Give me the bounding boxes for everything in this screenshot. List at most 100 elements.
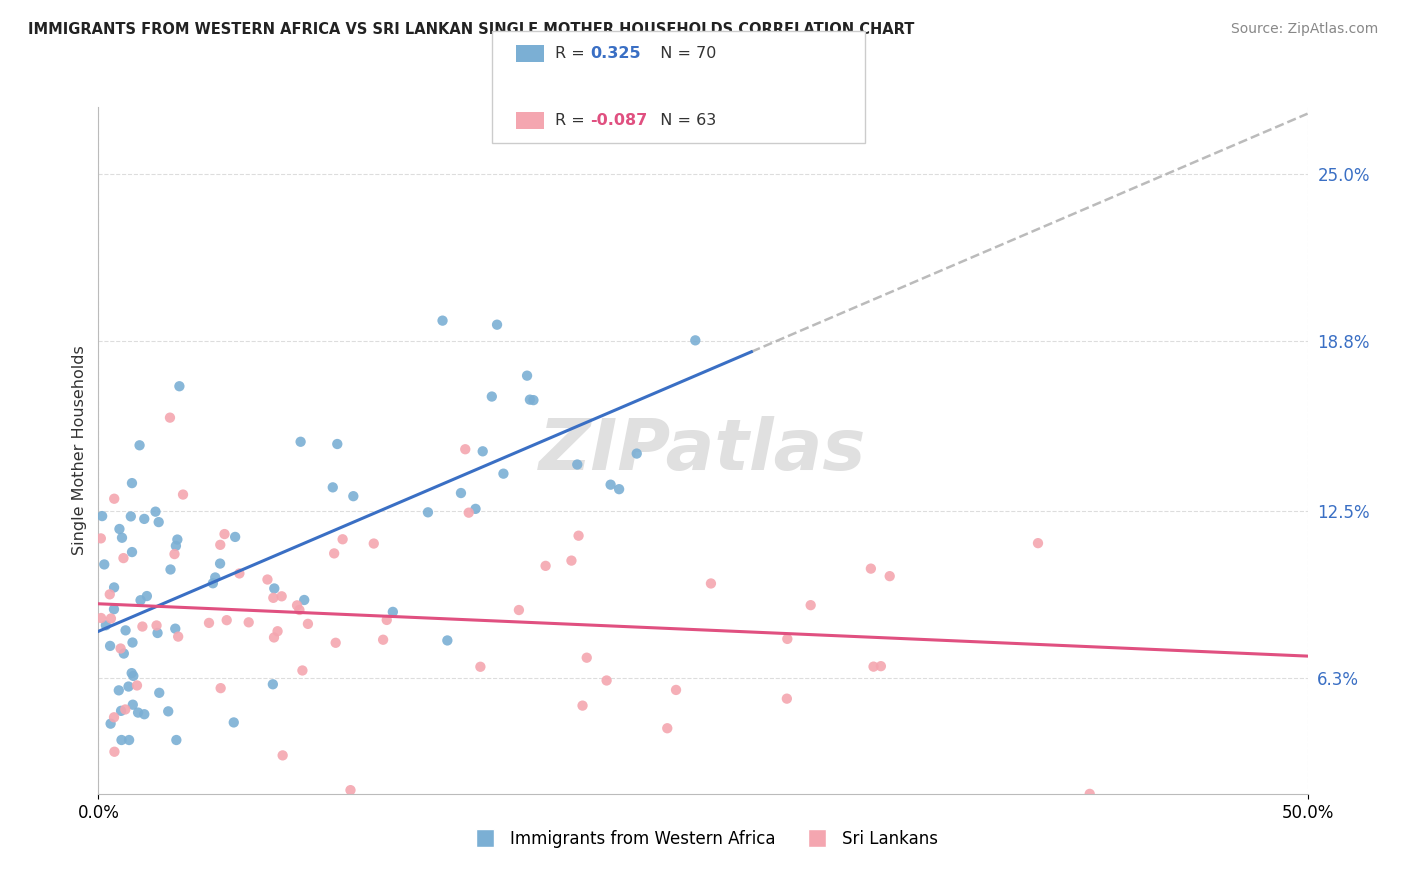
Point (165, 622, 187, 636)
Point (436, 633, 458, 648)
Point (471, 444, 494, 458)
Point (568, 529, 591, 543)
Point (432, 313, 454, 327)
Point (322, 480, 344, 494)
Text: N = 70: N = 70 (650, 46, 716, 61)
Point (209, 538, 232, 552)
Point (263, 631, 285, 645)
Point (201, 576, 224, 591)
Point (323, 546, 346, 560)
Text: R =: R = (555, 113, 591, 128)
Point (870, 659, 893, 673)
Point (776, 632, 799, 646)
Point (148, 686, 170, 700)
Point (371, 632, 394, 647)
Point (110, 704, 132, 718)
Point (228, 566, 250, 581)
Point (134, 707, 156, 722)
Point (470, 660, 492, 674)
Point (91, 509, 114, 524)
Point (599, 477, 621, 491)
Point (134, 512, 156, 526)
Text: -0.087: -0.087 (591, 113, 648, 128)
Point (292, 593, 315, 607)
Point (103, 745, 125, 759)
Point (103, 491, 125, 506)
Point (776, 691, 799, 706)
Point (291, 664, 314, 678)
Point (256, 573, 278, 587)
Point (271, 748, 294, 763)
Point (93, 558, 115, 572)
Point (862, 659, 884, 673)
Point (114, 624, 136, 638)
Point (879, 569, 901, 583)
Point (567, 458, 589, 472)
Point (121, 545, 143, 559)
Point (224, 530, 246, 544)
Point (125, 678, 148, 692)
Point (121, 698, 143, 712)
Point (107, 683, 129, 698)
Point (486, 318, 509, 332)
Point (238, 615, 260, 630)
Point (128, 438, 150, 452)
Text: IMMIGRANTS FROM WESTERN AFRICA VS SRI LANKAN SINGLE MOTHER HOUSEHOLDS CORRELATIO: IMMIGRANTS FROM WESTERN AFRICA VS SRI LA… (28, 22, 914, 37)
Point (90, 611, 112, 625)
Point (508, 603, 530, 617)
Point (492, 467, 515, 481)
Point (172, 487, 194, 501)
Point (595, 673, 617, 688)
Point (332, 533, 354, 547)
Point (103, 581, 125, 595)
Point (129, 593, 152, 607)
Point (800, 598, 823, 612)
Point (90, 532, 112, 546)
Point (159, 410, 181, 425)
Point (135, 589, 157, 603)
Point (110, 733, 132, 747)
Point (222, 715, 245, 730)
Point (159, 562, 181, 576)
Point (108, 522, 131, 536)
Point (288, 603, 311, 617)
Point (148, 515, 170, 529)
Point (103, 602, 125, 616)
Point (375, 613, 398, 627)
Point (262, 591, 284, 605)
Point (481, 390, 503, 404)
Point (270, 590, 292, 604)
Text: 0.325: 0.325 (591, 46, 641, 61)
Point (146, 626, 169, 640)
Point (122, 669, 145, 683)
Point (290, 434, 312, 449)
Point (100, 716, 122, 731)
Text: N = 63: N = 63 (650, 113, 716, 128)
Point (204, 570, 226, 584)
Point (575, 650, 598, 665)
Point (522, 393, 544, 408)
Point (166, 533, 188, 547)
Point (262, 677, 284, 691)
Point (454, 442, 477, 457)
Point (342, 489, 364, 503)
Point (859, 561, 882, 575)
Point (127, 706, 149, 720)
Y-axis label: Single Mother Households: Single Mother Households (72, 345, 87, 556)
Point (215, 613, 238, 627)
Point (560, 553, 582, 567)
Point (120, 509, 142, 524)
Point (111, 531, 134, 545)
Point (145, 618, 167, 632)
Point (94, 618, 117, 632)
Point (165, 733, 187, 747)
Point (685, 334, 707, 348)
Point (1026, 536, 1049, 550)
Point (121, 635, 143, 649)
Point (114, 702, 136, 716)
Point (571, 698, 593, 713)
Point (266, 624, 288, 639)
Point (519, 392, 541, 407)
Point (339, 783, 361, 797)
Point (209, 681, 232, 695)
